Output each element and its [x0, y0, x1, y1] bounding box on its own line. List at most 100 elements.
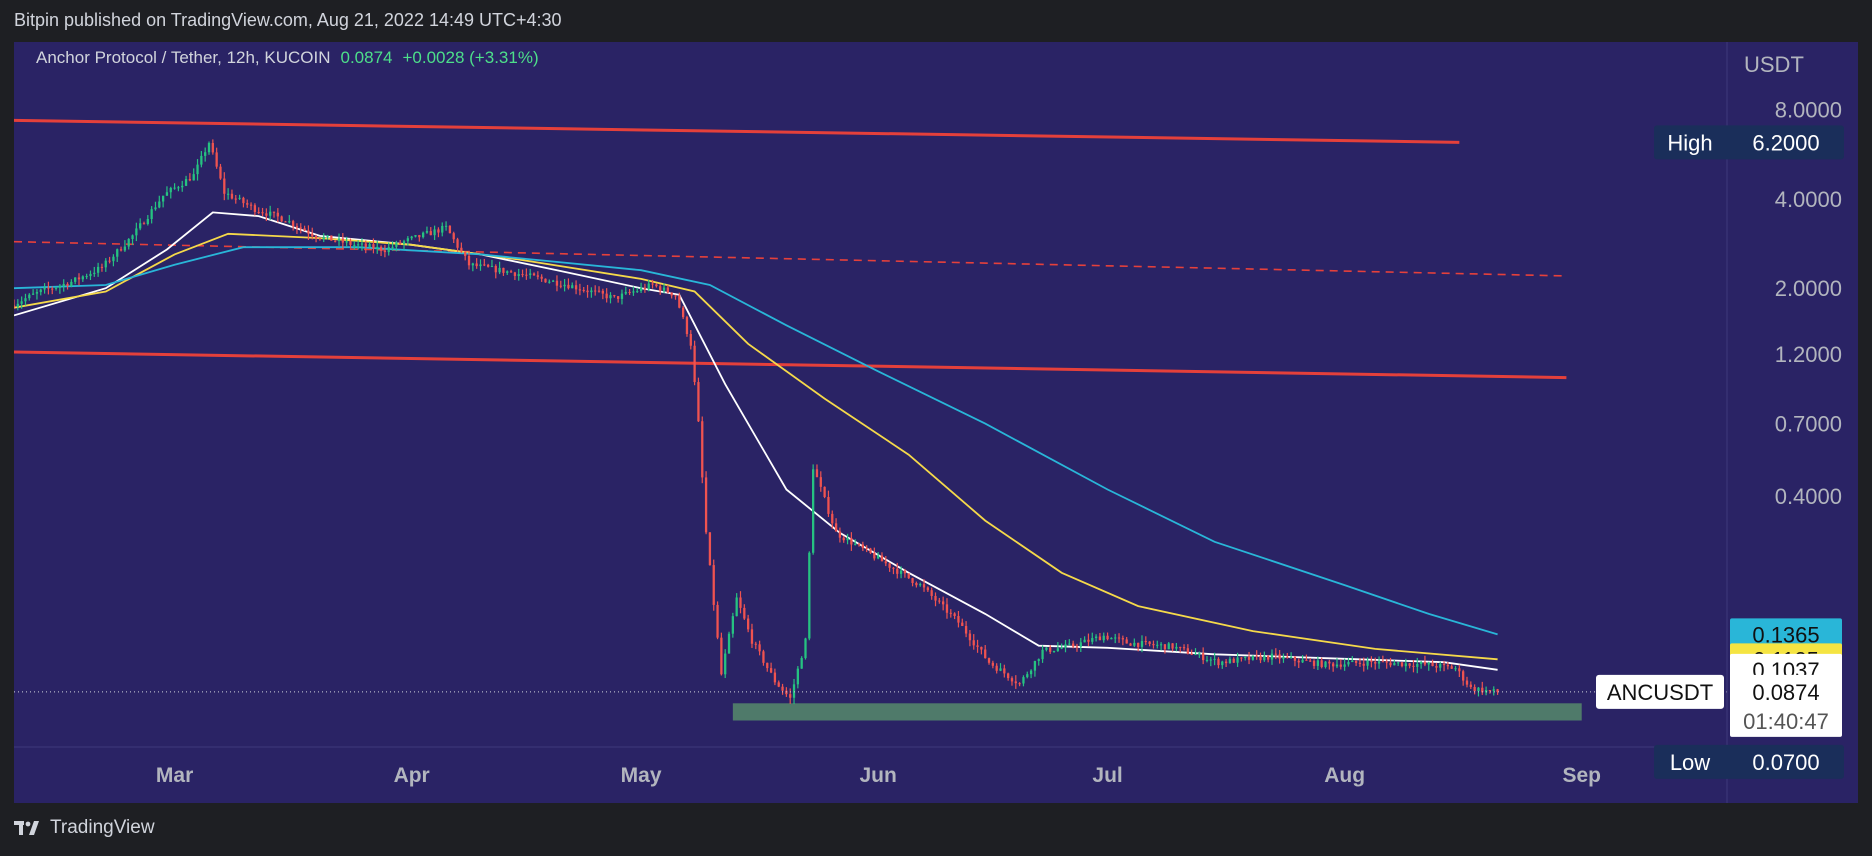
candle-body	[165, 192, 169, 196]
candle-body	[1068, 643, 1071, 645]
candle-body	[211, 142, 214, 153]
candle-body	[727, 633, 731, 654]
candle-body	[1274, 653, 1277, 655]
candle-body	[433, 229, 436, 236]
candle-body	[819, 477, 822, 487]
candle-body	[655, 284, 658, 287]
candle-body	[318, 238, 322, 240]
candle-body	[1385, 661, 1388, 663]
candle-body	[54, 287, 58, 289]
candle-body	[326, 235, 329, 237]
candle-body	[685, 317, 689, 334]
candle-body	[1117, 637, 1121, 639]
candle-body	[1110, 637, 1113, 640]
candle-body	[1320, 660, 1323, 668]
candle-body	[177, 187, 180, 189]
candle-body	[284, 221, 287, 223]
candle-body	[410, 236, 413, 239]
candle-body	[746, 618, 750, 630]
candle-body	[116, 249, 119, 257]
candle-body	[1389, 662, 1392, 666]
candle-body	[681, 307, 685, 318]
candle-body	[58, 285, 62, 288]
y-tick-label: 0.7000	[1775, 412, 1842, 437]
candle-body	[1267, 655, 1270, 660]
candle-body	[1041, 649, 1044, 660]
candle-body	[1102, 635, 1105, 641]
candle-body	[651, 283, 654, 285]
candle-body	[1056, 648, 1060, 651]
candle-body	[1026, 674, 1029, 678]
candle-body	[1354, 660, 1358, 663]
candle-body	[1484, 690, 1488, 693]
candle-body	[31, 293, 35, 295]
chart-frame[interactable]: Anchor Protocol / Tether, 12h, KUCOIN 0.…	[12, 42, 1858, 803]
candle-body	[1454, 668, 1457, 670]
candle-body	[1202, 653, 1205, 661]
candle-body	[158, 201, 161, 208]
candle-body	[219, 166, 222, 179]
candle-body	[536, 275, 539, 277]
candle-body	[854, 543, 857, 545]
candle-body	[594, 290, 597, 292]
candle-body	[861, 544, 864, 549]
candle-body	[123, 246, 127, 251]
candle-body	[1029, 670, 1033, 675]
candle-body	[494, 265, 497, 273]
candle-body	[942, 601, 945, 605]
candle-body	[1419, 662, 1423, 664]
candle-body	[16, 303, 19, 307]
y-tick-label: 2.0000	[1775, 276, 1842, 301]
candle-body	[689, 333, 692, 346]
trendline[interactable]	[13, 118, 1460, 144]
candle-body	[257, 211, 260, 213]
candle-body	[1462, 671, 1465, 681]
candle-body	[647, 283, 650, 290]
candle-body	[1397, 662, 1400, 664]
candle-body	[1301, 659, 1304, 663]
candle-body	[915, 582, 918, 586]
y-tick-label: 1.2000	[1775, 342, 1842, 367]
level-label-value: 0.0700	[1752, 750, 1819, 775]
candle-body	[678, 295, 681, 308]
trendline[interactable]	[13, 350, 1567, 380]
candle-body	[934, 595, 937, 601]
candle-body	[1465, 680, 1469, 685]
candle-body	[460, 247, 463, 252]
candle-body	[441, 225, 444, 233]
candle-body	[1393, 663, 1396, 666]
candle-body	[540, 276, 543, 279]
candle-body	[272, 211, 276, 213]
candle-body	[1442, 664, 1446, 666]
candle-body	[1416, 663, 1419, 667]
candle-body	[972, 640, 975, 646]
candle-body	[142, 223, 146, 225]
candle-body	[314, 236, 318, 239]
candle-body	[1305, 659, 1308, 661]
candle-body	[479, 264, 482, 267]
candle-body	[383, 250, 387, 253]
candle-body	[414, 235, 417, 237]
candle-body	[620, 293, 624, 299]
candle-body	[670, 292, 673, 296]
candle-body	[896, 568, 899, 574]
candle-body	[464, 251, 467, 256]
candle-body	[609, 295, 612, 299]
x-tick-label: Sep	[1562, 764, 1601, 787]
candle-body	[1129, 643, 1132, 646]
price-badge	[1730, 618, 1842, 651]
candle-body	[311, 233, 314, 237]
candle-body	[490, 265, 494, 267]
candle-body	[659, 286, 662, 291]
candle-body	[1224, 661, 1228, 664]
price-chart[interactable]: Anchor Protocol / Tether, 12h, KUCOIN 0.…	[12, 42, 1858, 803]
candle-body	[643, 287, 647, 290]
candle-body	[345, 241, 348, 243]
candle-body	[291, 221, 295, 227]
candle-body	[135, 228, 138, 236]
candle-body	[991, 662, 995, 666]
candle-body	[74, 277, 77, 282]
candle-body	[448, 225, 452, 234]
candle-body	[1488, 690, 1492, 692]
symbol-badge-text: ANCUSDT	[1607, 680, 1713, 705]
